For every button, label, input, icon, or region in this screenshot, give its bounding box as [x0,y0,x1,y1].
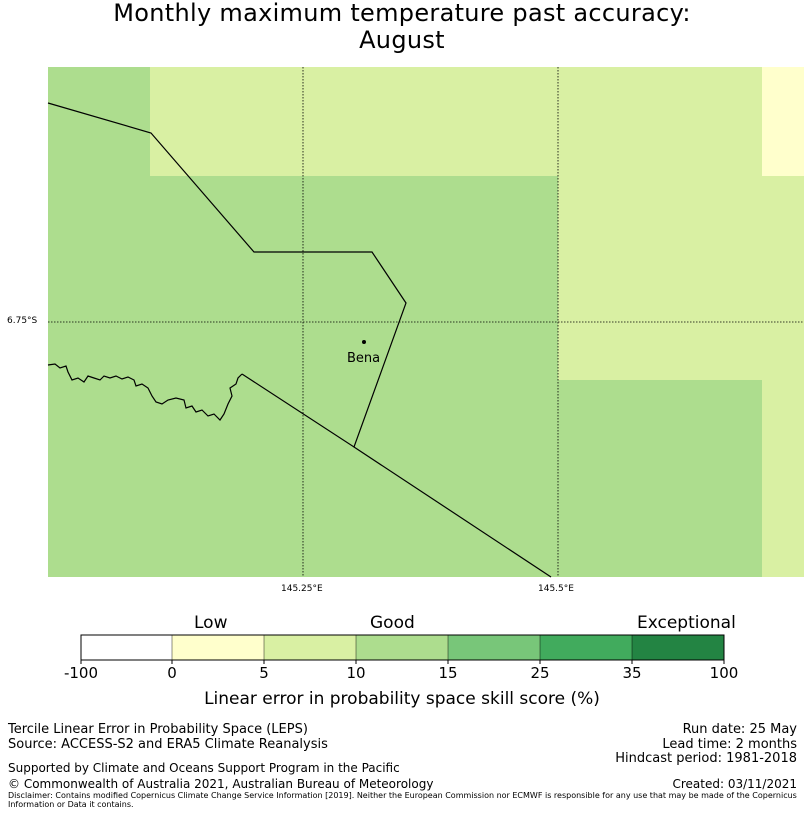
place-marker [362,340,366,344]
colorbar-outline [80,634,725,661]
colorbar-tick: 15 [438,664,458,682]
run-date: Run date: 25 May [682,722,797,737]
lead-time: Lead time: 2 months [662,737,797,752]
map-cell [150,67,559,177]
province-boundary [353,446,552,578]
title-line-1: Monthly maximum temperature past accurac… [113,0,691,27]
info-method: Tercile Linear Error in Probability Spac… [8,722,308,737]
colorbar-segment [448,635,540,660]
colorbar-tick: 35 [622,664,642,682]
place-label: Bena [347,351,381,366]
disclaimer: Disclaimer: Contains modified Copernicus… [8,791,797,809]
colorbar-tick: 25 [530,664,550,682]
colorbar-segment [356,635,448,660]
colorbar-segment [81,635,172,660]
info-source: Source: ACCESS-S2 and ERA5 Climate Reana… [8,737,328,752]
lon-label-145-25: 145.25°E [281,584,323,594]
title-line-2: August [359,26,445,54]
colorbar-segment [540,635,632,660]
map-cell [762,67,804,177]
colorbar-tick: 100 [709,664,739,682]
colorbar-tick: -100 [63,664,99,682]
map-cell [558,67,763,381]
legend-cap-low: Low [194,613,228,633]
lon-label-145-5: 145.5°E [538,584,574,594]
map-cell [762,176,804,577]
legend-cap-exceptional: Exceptional [637,613,736,633]
colorbar-segment [172,635,264,660]
colorbar-tick: 0 [167,664,177,682]
colorbar-tick: 5 [259,664,269,682]
lat-label: 6.75°S [7,316,38,326]
colorbar-segment [264,635,356,660]
chart-title: Monthly maximum temperature past accurac… [0,0,804,54]
created-date: Created: 03/11/2021 [672,777,797,791]
info-copyright: © Commonwealth of Australia 2021, Austra… [8,777,434,791]
hindcast-period: Hindcast period: 1981-2018 [615,751,797,766]
colorbar-tick: 10 [346,664,366,682]
map-cell [558,380,763,577]
info-support: Supported by Climate and Oceans Support … [8,761,400,775]
legend-cap-good: Good [370,613,415,633]
map [47,67,804,578]
colorbar-segment [632,635,724,660]
map-cell [150,176,559,577]
river-boundary [47,363,243,421]
colorbar-label: Linear error in probability space skill … [204,689,600,709]
colorbar [80,634,725,664]
